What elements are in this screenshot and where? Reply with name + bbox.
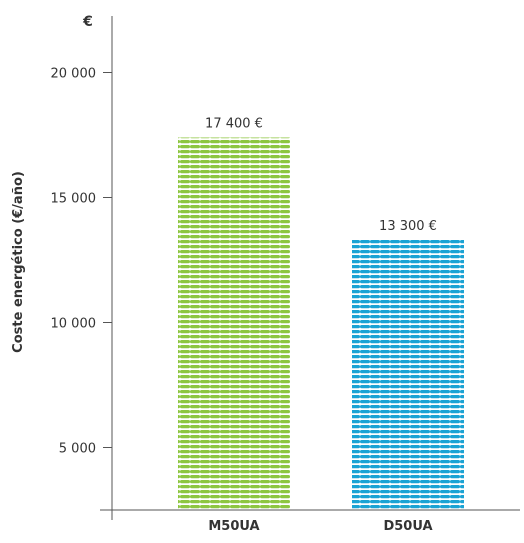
y-unit-label: € <box>82 14 93 30</box>
y-tick-label: 20 000 <box>51 67 97 82</box>
bar-d50ua <box>352 240 464 510</box>
category-labels: M50UA D50UA <box>208 519 432 534</box>
value-labels: 17 400 € 13 300 € <box>205 117 437 235</box>
y-ticks: 5 000 10 000 15 000 20 000 <box>51 67 112 457</box>
y-tick-label: 15 000 <box>51 192 97 207</box>
y-tick-label: 5 000 <box>59 442 96 457</box>
value-label: 13 300 € <box>379 219 437 234</box>
bars <box>178 137 464 510</box>
y-tick-label: 10 000 <box>51 317 97 332</box>
bar-m50ua <box>178 137 290 510</box>
category-label: D50UA <box>383 519 432 534</box>
value-label: 17 400 € <box>205 117 263 132</box>
category-label: M50UA <box>208 519 259 534</box>
y-axis-label: Coste energético (€/año) <box>11 171 26 353</box>
